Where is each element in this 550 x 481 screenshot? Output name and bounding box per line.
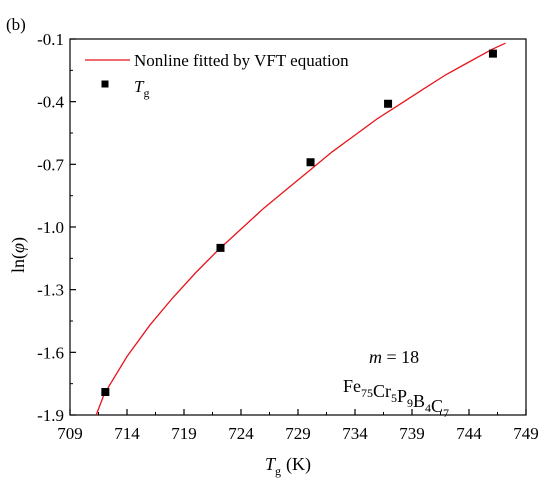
x-tick-label: 719 bbox=[171, 424, 197, 443]
x-axis-label-sub: g bbox=[275, 464, 281, 478]
series-layer bbox=[95, 42, 506, 416]
tg-data-point bbox=[306, 158, 315, 167]
fragility-symbol: m bbox=[369, 347, 382, 367]
y-tick-label: -1.9 bbox=[37, 406, 64, 425]
formula-element: Cr bbox=[373, 381, 391, 401]
y-axis-label-prefix: ln( bbox=[8, 253, 29, 273]
x-tick-label: 709 bbox=[57, 424, 83, 443]
legend-marker-label: Tg bbox=[134, 77, 149, 100]
legend: Nonline fitted by VFT equation Tg bbox=[85, 51, 349, 100]
formula-subscript: 5 bbox=[391, 391, 397, 405]
formula-subscript: 7 bbox=[443, 406, 449, 420]
formula-element: C bbox=[431, 396, 443, 416]
tg-data-point bbox=[101, 388, 110, 397]
y-tick-label: -0.1 bbox=[37, 30, 64, 49]
y-axis-label-suffix: ) bbox=[8, 237, 29, 243]
x-axis-label-unit: (K) bbox=[286, 454, 311, 475]
formula-element: Fe bbox=[343, 376, 361, 396]
panel-label: (b) bbox=[6, 15, 26, 34]
fragility-value: = 18 bbox=[387, 347, 420, 367]
legend-marker-swatch bbox=[101, 80, 109, 88]
tg-data-point bbox=[488, 49, 497, 58]
y-tick-label: -0.7 bbox=[37, 155, 64, 174]
y-tick-label: -0.4 bbox=[37, 93, 64, 112]
legend-marker-label-sub: g bbox=[143, 86, 149, 100]
y-tick-label: -1.6 bbox=[37, 343, 64, 362]
tg-data-point bbox=[216, 243, 225, 252]
formula-subscript: 75 bbox=[361, 386, 373, 400]
legend-marker-label-base: T bbox=[134, 77, 145, 96]
legend-line-label: Nonline fitted by VFT equation bbox=[134, 51, 349, 70]
x-tick-label: 749 bbox=[513, 424, 539, 443]
x-tick-label: 744 bbox=[456, 424, 482, 443]
y-tick-label: -1.3 bbox=[37, 281, 64, 300]
formula-element: B bbox=[413, 391, 425, 411]
y-axis-ticks: -1.9 -1.6 -1.3 -1.0 -0.7 -0.4 -0.1 bbox=[37, 30, 76, 425]
formula-element: P bbox=[397, 386, 407, 406]
x-tick-label: 724 bbox=[228, 424, 254, 443]
x-tick-label: 734 bbox=[342, 424, 368, 443]
x-tick-label: 729 bbox=[285, 424, 311, 443]
y-axis-label: ln(φ) bbox=[8, 237, 29, 273]
x-axis-ticks: 709 714 719 724 729 734 739 744 749 bbox=[57, 409, 539, 443]
x-tick-label: 714 bbox=[114, 424, 140, 443]
formula-subscript: 9 bbox=[407, 396, 413, 410]
vft-fit-curve bbox=[95, 42, 506, 416]
fragility-index: m = 18 bbox=[369, 347, 419, 367]
x-tick-label: 739 bbox=[399, 424, 425, 443]
x-axis-label-base: T bbox=[265, 454, 277, 474]
y-axis-label-symbol: φ bbox=[8, 243, 28, 253]
tg-data-point bbox=[384, 99, 393, 108]
formula-subscript: 4 bbox=[425, 401, 431, 415]
alloy-formula: Fe75Cr5P9B4C7 bbox=[343, 376, 449, 420]
x-axis-label: Tg (K) bbox=[265, 454, 311, 478]
y-tick-label: -1.0 bbox=[37, 218, 64, 237]
composition-annotation: m = 18 Fe75Cr5P9B4C7 bbox=[343, 347, 449, 420]
